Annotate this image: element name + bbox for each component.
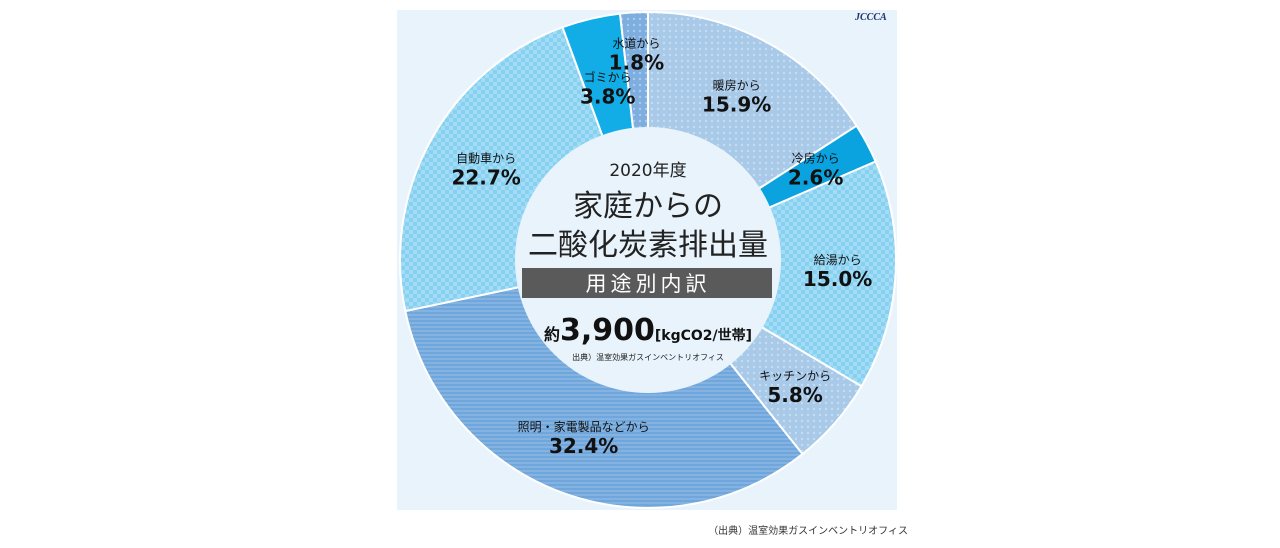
subtitle-bar — [522, 268, 772, 298]
slice-label: 水道から — [612, 36, 660, 50]
chart-title-line1: 家庭からの — [573, 189, 723, 224]
total-prefix: 約 — [544, 325, 560, 344]
slice-label: ゴミから — [584, 70, 632, 85]
donut-chart: 暖房から 15.9% 冷房から 2.6% 給湯から 15.0% キッチンから 5.8% 照明・家… — [397, 10, 897, 510]
slice-pattern-3 — [722, 321, 862, 455]
slice-label: 暖房から — [713, 78, 761, 93]
inner-source: 出典）温室効果ガスインベントリオフィス — [572, 352, 724, 362]
slice-pattern-4 — [405, 284, 803, 508]
slice-pattern-7 — [620, 12, 648, 141]
slice-value-label: 2.6% — [788, 166, 843, 190]
slice-pattern-2 — [751, 161, 896, 387]
total-value: 3,900 — [560, 313, 655, 348]
total: 約3,900[kgCO2/世帯] — [544, 313, 752, 348]
slice-label: 自動車から — [456, 151, 516, 165]
jccca-logo: JCCCA — [855, 12, 887, 23]
slice-label: 冷房から — [792, 151, 840, 166]
center-circle — [515, 127, 781, 393]
slice-value-label: 22.7% — [451, 165, 520, 189]
footer-source: （出典）温室効果ガスインベントリオフィス — [708, 526, 908, 537]
slice-value-label: 1.8% — [609, 50, 664, 74]
year-label: 2020年度 — [609, 161, 686, 181]
slice-value-label: 3.8% — [580, 85, 635, 109]
slice-value-label: 15.9% — [702, 93, 771, 117]
slice-label: キッチンから — [759, 369, 831, 383]
slice-label: 給湯から — [814, 253, 862, 267]
slice-pattern-5 — [400, 27, 607, 312]
slice-value-label: 15.0% — [803, 267, 872, 291]
total-unit: [kgCO2/世帯] — [655, 327, 752, 344]
subtitle: 用途別内訳 — [586, 272, 711, 296]
slice-value-label: 5.8% — [767, 383, 822, 407]
slice-value-label: 32.4% — [549, 434, 618, 458]
slice-label: 照明・家電製品などから — [518, 419, 650, 434]
chart-title-line2: 二酸化炭素排出量 — [528, 228, 768, 263]
